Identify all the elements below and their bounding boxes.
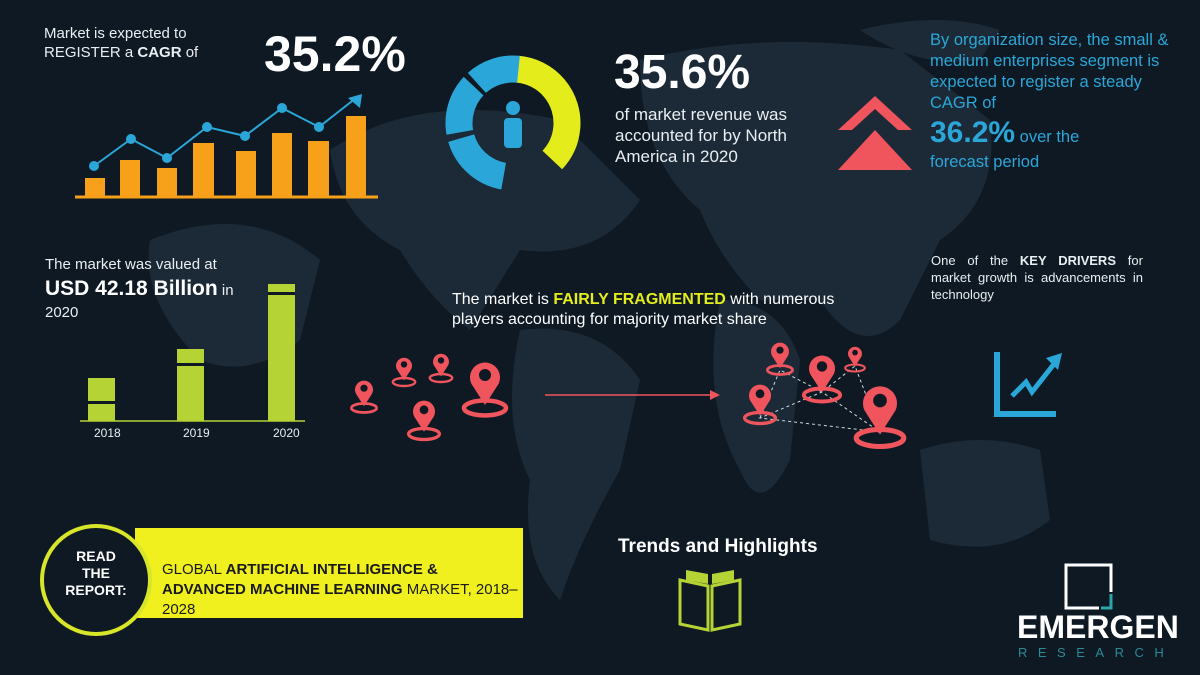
- drivers-suffix: for market growth is advancements in tec…: [931, 253, 1143, 302]
- report-banner[interactable]: GLOBAL ARTIFICIAL INTELLIGENCE & ADVANCE…: [135, 528, 523, 618]
- location-pins-graphic: [350, 341, 940, 460]
- arrow-head: [710, 390, 720, 400]
- fragmented-prefix: The market is: [452, 291, 554, 308]
- north-america-donut: [445, 55, 581, 191]
- valuation-bars: [80, 284, 305, 422]
- year-label: 2018: [94, 426, 121, 440]
- report-title-b: ARTIFICIAL INTELLIGENCE & ADVANCED MACHI…: [162, 561, 438, 598]
- person-icon: [504, 101, 522, 148]
- open-book-icon: [678, 570, 742, 632]
- networked-pins: [742, 341, 904, 447]
- org-size-text2: over the: [1015, 128, 1080, 146]
- valuation-value: USD 42.18 Billion: [45, 277, 218, 300]
- logo-name: EMERGEN: [1017, 609, 1179, 645]
- bar: [157, 168, 177, 196]
- arrow-head: [348, 94, 362, 108]
- bar: [308, 141, 329, 196]
- emergen-logo-mark: [1064, 563, 1113, 610]
- bar-2018: [88, 378, 115, 421]
- double-chevron-up-icon: [838, 96, 912, 170]
- valuation-value-line: USD 42.18 Billion in: [45, 276, 234, 301]
- org-size-text3: forecast period: [930, 153, 1040, 171]
- logo-sub: RESEARCH: [1018, 645, 1175, 660]
- fragmented-highlight: FAIRLY FRAGMENTED: [553, 291, 726, 308]
- drivers-bold: KEY DRIVERS: [1019, 253, 1116, 268]
- report-title[interactable]: GLOBAL ARTIFICIAL INTELLIGENCE & ADVANCE…: [162, 560, 522, 620]
- read-label: READ: [76, 548, 116, 564]
- fragmented-text: The market is FAIRLY FRAGMENTED with num…: [452, 290, 842, 330]
- bar-2019: [177, 349, 204, 421]
- cagr-value: 35.2%: [264, 26, 406, 82]
- bar: [120, 160, 140, 196]
- report-label: REPORT:: [65, 582, 127, 598]
- cagr-line1: Market is expected to: [44, 25, 187, 42]
- cagr-prefix: REGISTER a: [44, 44, 138, 61]
- drivers-prefix: One of the: [931, 253, 1020, 268]
- the-label: THE: [82, 565, 110, 581]
- bar: [85, 178, 105, 196]
- trend-chart-icon: [994, 352, 1062, 417]
- donut-segment: [445, 55, 581, 191]
- cagr-text: Market is expected to REGISTER a CAGR of: [44, 24, 198, 62]
- growth-bar-icon: [75, 94, 378, 199]
- trends-label: Trends and Highlights: [618, 536, 818, 557]
- scattered-pins: [350, 352, 506, 442]
- north-america-value: 35.6%: [614, 46, 751, 99]
- drivers-text: One of the KEY DRIVERS for market growth…: [931, 252, 1143, 303]
- cagr-suffix: of: [181, 44, 199, 61]
- bar: [272, 133, 292, 196]
- valuation-suffix: in: [217, 282, 234, 299]
- bar: [346, 116, 366, 196]
- bar-2020: [268, 284, 295, 421]
- report-title-a: GLOBAL: [162, 561, 226, 578]
- north-america-text: of market revenue was accounted for by N…: [615, 105, 787, 166]
- org-size-value: 36.2%: [930, 116, 1016, 149]
- bar: [236, 151, 256, 196]
- report-title-c: MARKET, 2018–2028: [162, 581, 518, 618]
- year-label: 2019: [183, 426, 210, 440]
- org-size-text1: By organization size, the small & medium…: [930, 31, 1169, 112]
- cagr-line2: REGISTER a CAGR of: [44, 43, 198, 62]
- fragmented-suffix: with numerous players accounting for maj…: [452, 291, 835, 328]
- trend-line: [93, 97, 357, 167]
- read-report-badge[interactable]: READ THE REPORT:: [40, 524, 152, 636]
- bar: [193, 143, 214, 196]
- cagr-bold: CAGR: [137, 44, 182, 61]
- donut-segment: [445, 55, 581, 191]
- valuation-line1: The market was valued at: [45, 256, 217, 273]
- org-size-text: By organization size, the small & medium…: [930, 30, 1170, 173]
- year-label: 2020: [273, 426, 300, 440]
- valuation-year: 2020: [45, 304, 79, 321]
